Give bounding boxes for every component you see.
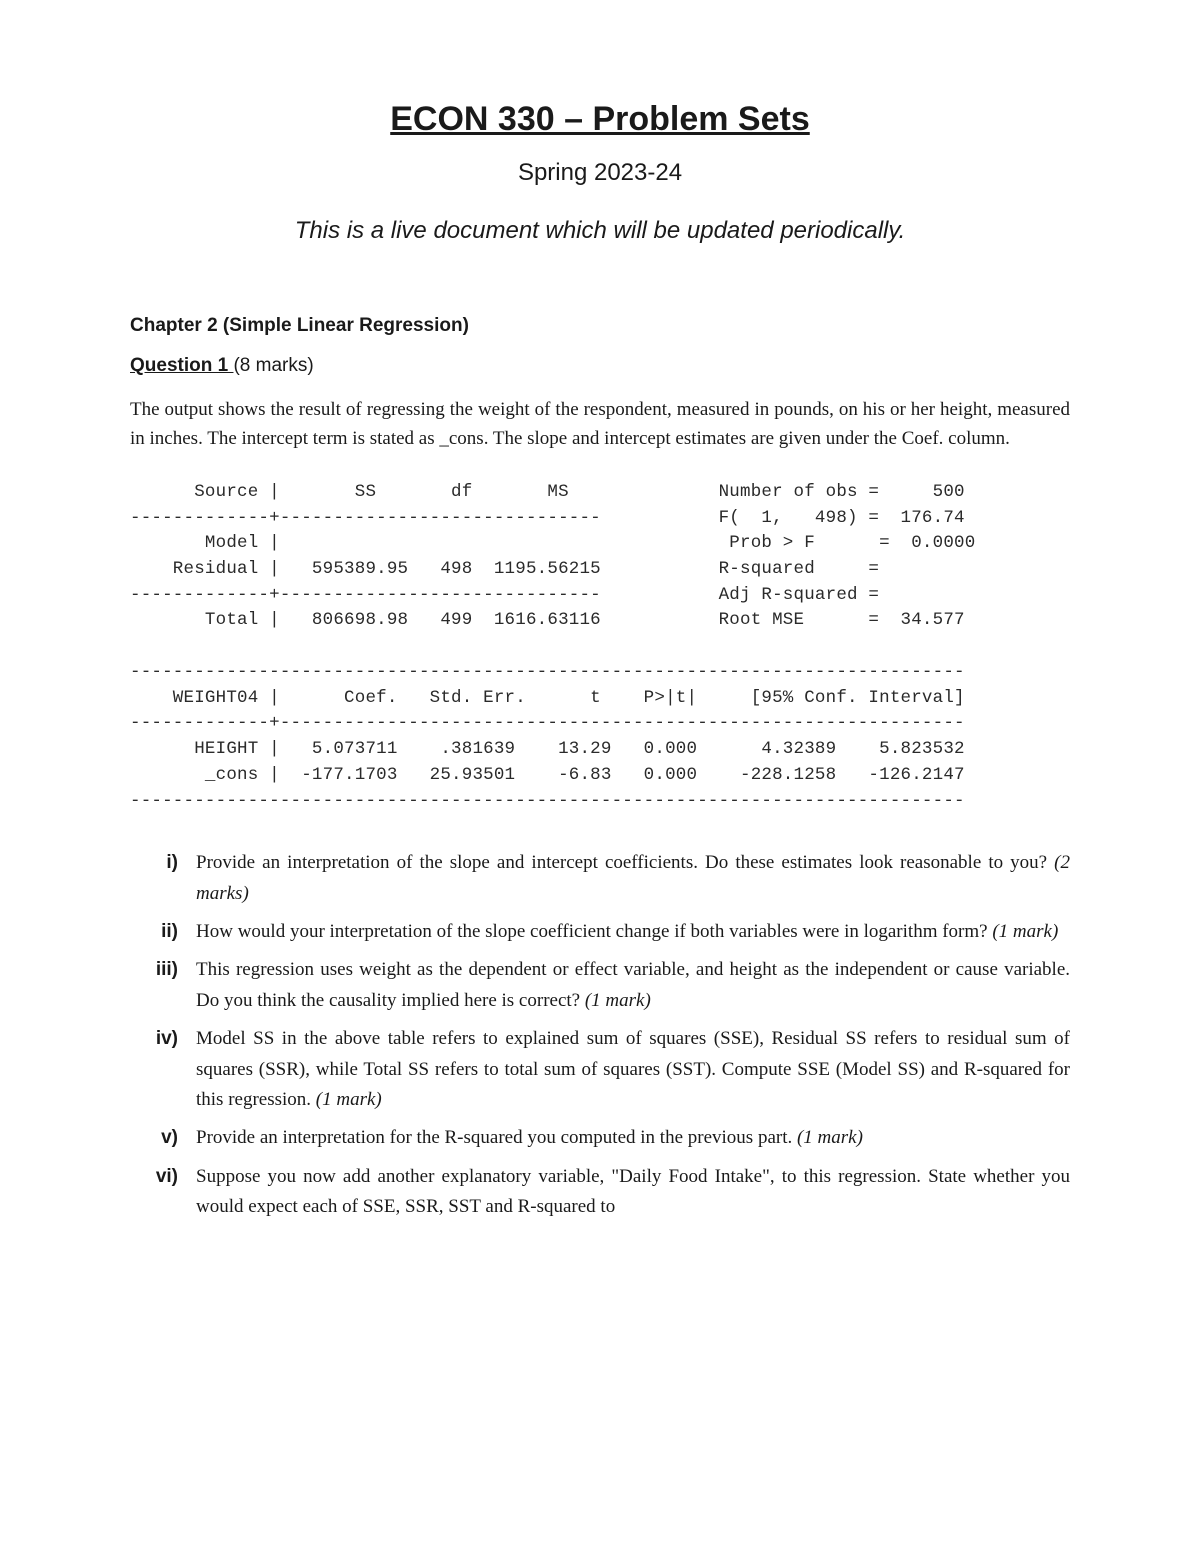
subpart-marker: iii) [130,955,196,1016]
subpart: iii) This regression uses weight as the … [130,955,1070,1016]
subpart: vi) Suppose you now add another explanat… [130,1162,1070,1223]
question-heading: Question 1 (8 marks) [130,355,1070,377]
stata-line: -------------+--------------------------… [130,585,901,605]
stata-line: _cons | -177.1703 25.93501 -6.83 0.000 -… [130,765,965,785]
page: ECON 330 – Problem Sets Spring 2023-24 T… [0,0,1200,1553]
subpart: i) Provide an interpretation of the slop… [130,848,1070,909]
subpart-body: This regression uses weight as the depen… [196,955,1070,1016]
question-label: Question 1 [130,355,233,376]
subpart-body: How would your interpretation of the slo… [196,917,1070,947]
chapter-heading: Chapter 2 (Simple Linear Regression) [130,315,1070,337]
subpart-marks: (1 mark) [316,1089,382,1110]
stata-line: ----------------------------------------… [130,662,965,682]
stata-line: Model | Prob > F = 0.0000 [130,533,975,553]
subpart-text: Provide an interpretation of the slope a… [196,852,1054,873]
stata-line: ----------------------------------------… [130,791,965,811]
stata-output: Source | SS df MS Number of obs = 500 --… [130,480,1070,814]
stata-line: WEIGHT04 | Coef. Std. Err. t P>|t| [95% … [130,688,965,708]
stata-line: Source | SS df MS Number of obs = 500 [130,482,965,502]
subpart-text: Provide an interpretation for the R-squa… [196,1127,797,1148]
subparts-list: i) Provide an interpretation of the slop… [130,848,1070,1222]
subpart: ii) How would your interpretation of the… [130,917,1070,947]
subpart-text: How would your interpretation of the slo… [196,921,992,942]
stata-line: -------------+--------------------------… [130,713,965,733]
subpart-marker: ii) [130,917,196,947]
doc-title: ECON 330 – Problem Sets [130,100,1070,139]
subpart-body: Suppose you now add another explanatory … [196,1162,1070,1223]
subpart-marks: (1 mark) [797,1127,863,1148]
subpart: iv) Model SS in the above table refers t… [130,1024,1070,1115]
doc-notice: This is a live document which will be up… [130,217,1070,245]
doc-term: Spring 2023-24 [130,159,1070,187]
subpart-marker: v) [130,1123,196,1153]
subpart-marker: iv) [130,1024,196,1115]
stata-line: HEIGHT | 5.073711 .381639 13.29 0.000 4.… [130,739,965,759]
question-prompt: The output shows the result of regressin… [130,395,1070,454]
stata-line: Total | 806698.98 499 1616.63116 Root MS… [130,610,965,630]
subpart-marks: (1 mark) [585,990,651,1011]
subpart-body: Provide an interpretation for the R-squa… [196,1123,1070,1153]
subpart: v) Provide an interpretation for the R-s… [130,1123,1070,1153]
stata-line: -------------+--------------------------… [130,508,965,528]
subpart-marks: (1 mark) [992,921,1058,942]
subpart-text: Suppose you now add another explanatory … [196,1166,1070,1217]
subpart-marker: vi) [130,1162,196,1223]
question-marks: (8 marks) [233,355,313,376]
subpart-marker: i) [130,848,196,909]
stata-line: Residual | 595389.95 498 1195.56215 R-sq… [130,559,901,579]
subpart-body: Model SS in the above table refers to ex… [196,1024,1070,1115]
subpart-body: Provide an interpretation of the slope a… [196,848,1070,909]
